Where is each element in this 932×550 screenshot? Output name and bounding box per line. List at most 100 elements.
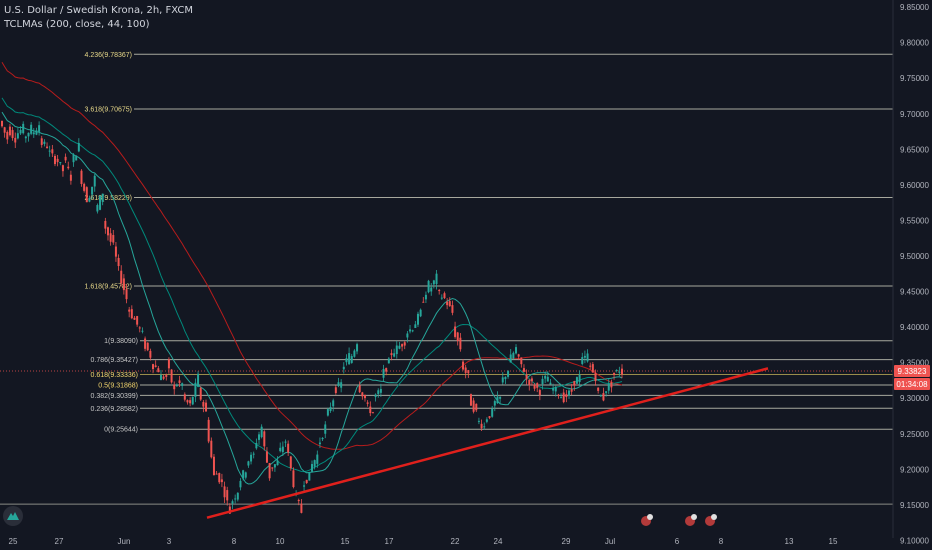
last-price-badge (894, 365, 930, 378)
candle-body (239, 480, 242, 488)
candle-body (538, 390, 541, 396)
candle-body (77, 142, 80, 152)
candle-body (610, 382, 613, 388)
candle-body (512, 352, 515, 359)
candle-body (326, 409, 329, 416)
candle-body (104, 220, 107, 229)
candle-body (83, 183, 86, 191)
candle-body (207, 419, 210, 442)
candle-body (456, 332, 459, 342)
candle-body (35, 130, 38, 135)
candle-body (146, 342, 149, 351)
candle-body (446, 301, 449, 306)
candle-body (48, 150, 51, 152)
candle-body (430, 287, 433, 292)
candle-body (175, 385, 178, 387)
candle-body (223, 486, 226, 498)
time-tick-label: 10 (276, 537, 285, 546)
candle-body (520, 357, 523, 365)
symbol-title[interactable]: U.S. Dollar / Swedish Krona, 2h, FXCM (4, 5, 194, 16)
candle-body (279, 447, 282, 452)
candle-body (546, 376, 549, 382)
candle-body (618, 371, 621, 373)
candle-body (247, 461, 250, 466)
time-tick-label: 13 (785, 537, 794, 546)
candle-body (533, 384, 536, 389)
candle-body (552, 388, 555, 391)
candle-body (51, 149, 54, 154)
price-tick-label: 9.45000 (900, 288, 929, 297)
candle-body (525, 374, 528, 380)
candle-body (136, 316, 139, 325)
chart-header: U.S. Dollar / Swedish Krona, 2h, FXCM TC… (4, 4, 193, 32)
candle-body (88, 197, 91, 202)
fib-level-label: 0.5(9.31868) (98, 382, 138, 389)
candle-body (541, 378, 544, 385)
candle-body (419, 309, 422, 317)
candle-body (300, 503, 303, 513)
candle-body (613, 372, 616, 375)
price-tick-label: 9.15000 (900, 501, 929, 510)
candle-body (125, 289, 128, 300)
candle-body (379, 388, 382, 393)
fib-level-label: 1(9.38090) (104, 338, 138, 345)
candle-body (340, 382, 343, 388)
candle-body (252, 453, 255, 455)
candle-body (570, 389, 573, 392)
time-tick-label: Jul (605, 537, 615, 546)
candle-body (19, 129, 22, 134)
candle-body (557, 394, 560, 396)
candle-body (496, 396, 499, 404)
candle-body (40, 138, 43, 145)
candle-body (448, 301, 451, 307)
candle-body (11, 130, 14, 139)
price-axis[interactable]: 9.85000 9.80000 9.75000 9.70000 9.65000 9.600… (892, 0, 930, 545)
fib-level-label: 2.618(9.58229) (85, 195, 132, 202)
price-tick-label: 9.60000 (900, 181, 929, 190)
candle-body (583, 355, 586, 358)
time-tick-label: 22 (451, 537, 460, 546)
candle-body (117, 257, 120, 267)
candle-body (371, 412, 374, 414)
price-tick-label: 9.25000 (900, 430, 929, 439)
last-price-text: 9.33823 (898, 367, 927, 376)
candle-body (130, 309, 133, 319)
candle-body (586, 353, 589, 362)
candle-body (363, 394, 366, 399)
time-axis[interactable]: 25 27 Jun 3 8 10 15 17 22 24 29 Jul 6 8 13 15 (9, 537, 838, 546)
candle-body (194, 382, 197, 397)
candle-body (202, 402, 205, 407)
candle-body (231, 501, 234, 504)
time-tick-label: 8 (232, 537, 237, 546)
candle-body (358, 385, 361, 393)
candle-body (329, 407, 332, 411)
candle-body (234, 498, 237, 500)
tradingview-logo[interactable] (3, 506, 23, 526)
support-trendline[interactable] (206, 367, 769, 519)
candle-body (337, 382, 340, 386)
trendline[interactable] (206, 367, 769, 519)
price-tick-label: 9.80000 (900, 39, 929, 48)
candle-body (334, 387, 337, 393)
price-tick-label: 9.75000 (900, 74, 929, 83)
candle-body (297, 499, 300, 502)
candle-body (8, 126, 11, 136)
candle-body (85, 187, 88, 203)
candle-body (43, 141, 46, 144)
candle-body (133, 317, 136, 320)
candle-body (480, 423, 483, 429)
candle-body (32, 132, 35, 135)
fib-level-label: 0.786(9.35427) (91, 357, 138, 364)
candle-body (162, 376, 165, 379)
candle-body (422, 301, 425, 303)
candle-body (260, 426, 263, 438)
indicator-label[interactable]: TCLMAs (200, close, 44, 100) (4, 19, 150, 30)
candle-body (597, 387, 600, 391)
candle-body (554, 387, 557, 392)
candle-body (122, 278, 125, 291)
candle-body (281, 446, 284, 453)
event-markers[interactable] (641, 514, 717, 526)
candle-body (128, 309, 131, 312)
